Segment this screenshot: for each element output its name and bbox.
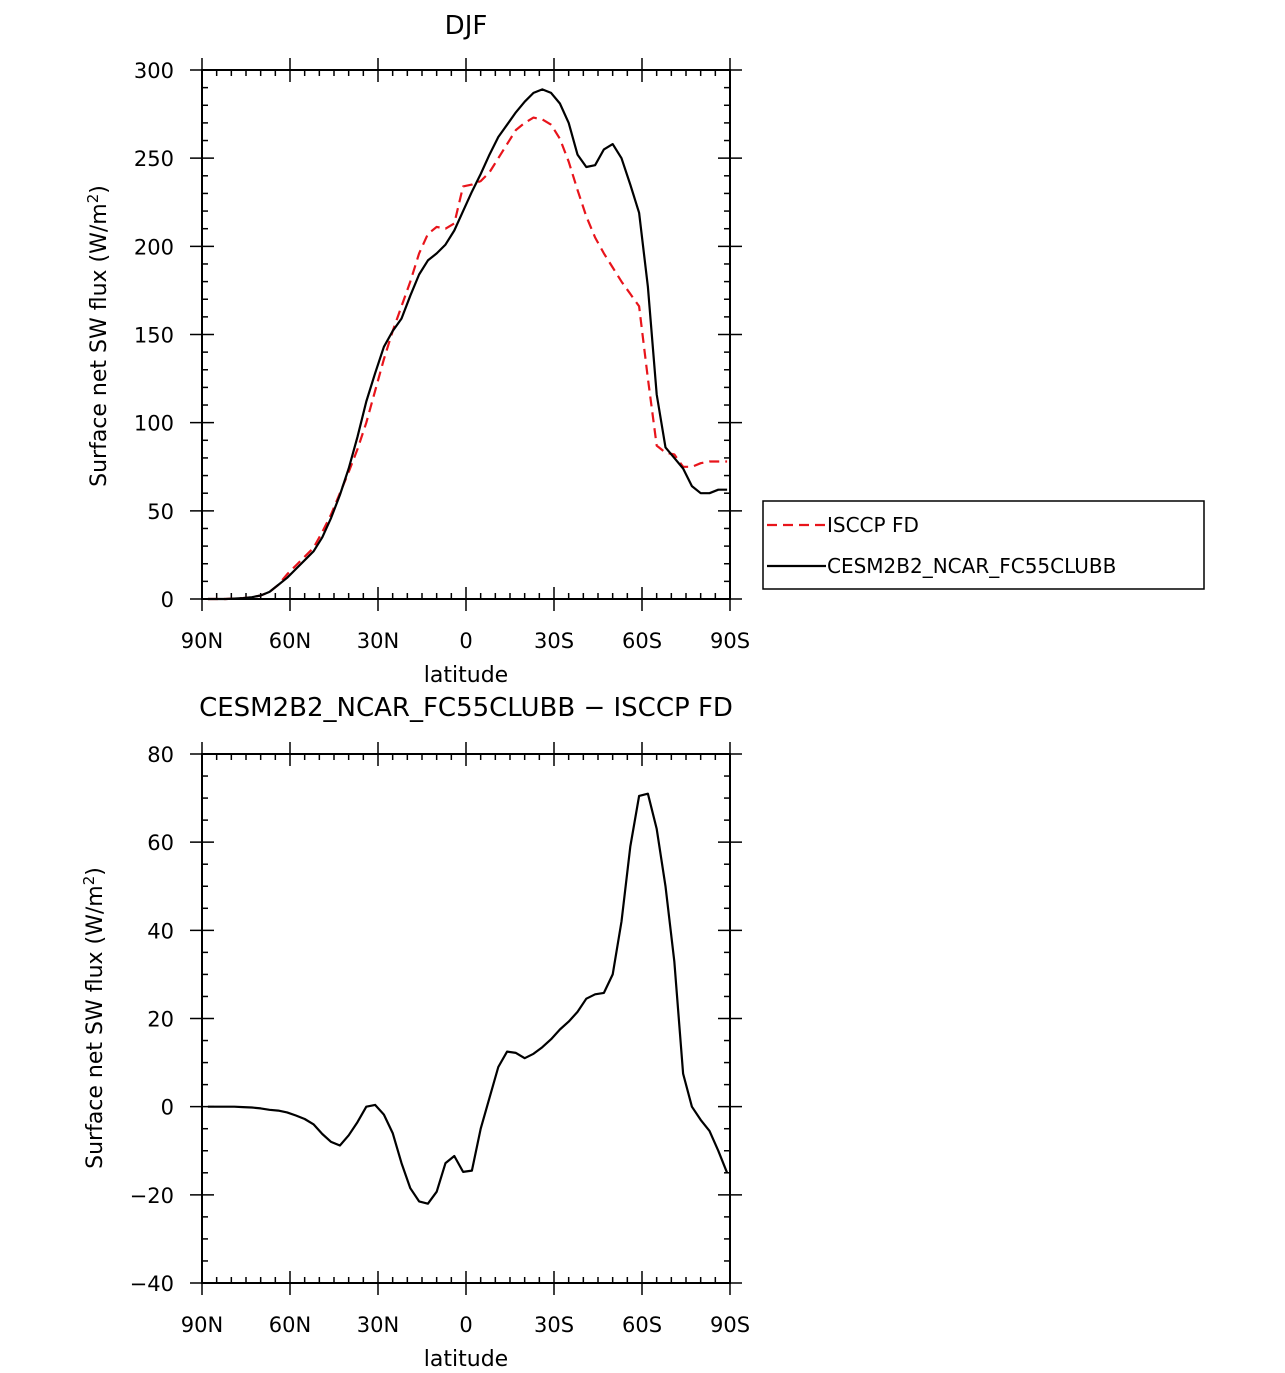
bottom-x-tick-label: 30S	[534, 1313, 574, 1337]
bottom-y-tick-label: 80	[147, 743, 174, 767]
top-y-tick-label: 50	[147, 500, 174, 524]
top-plot-frame	[201, 69, 731, 600]
top-x-tick-label: 60N	[269, 629, 311, 653]
legend-label-isccp: ISCCP FD	[827, 513, 919, 537]
bottom-y-tick-label: 60	[147, 831, 174, 855]
top-series-layer	[207, 88, 728, 601]
top-y-axis-label-main: Surface net SW flux (W/m	[87, 203, 112, 487]
top-x-tick-label: 90N	[181, 629, 223, 653]
top-y-tick-labels: 0 50 100 150 200 250 300	[134, 59, 174, 612]
bottom-series-line-0	[207, 792, 729, 1205]
bottom-series-layer	[207, 792, 729, 1205]
top-y-axis-label: Surface net SW flux (W/m2)	[84, 185, 112, 487]
bottom-x-tick-label: 0	[459, 1313, 472, 1337]
top-axis-ticks	[190, 58, 742, 611]
bottom-y-axis-label-sup: 2	[80, 876, 98, 886]
top-x-tick-label: 30S	[534, 629, 574, 653]
bottom-y-axis-label-main: Surface net SW flux (W/m	[83, 885, 108, 1169]
bottom-x-tick-label: 30N	[357, 1313, 399, 1337]
bottom-axis-ticks	[190, 742, 742, 1295]
top-x-tick-labels: 90N 60N 30N 0 30S 60S 90S	[181, 629, 750, 653]
top-series-line-1	[207, 88, 728, 601]
bottom-y-tick-label: 40	[147, 919, 174, 943]
bottom-x-tick-label: 90N	[181, 1313, 223, 1337]
top-x-axis-label: latitude	[424, 663, 508, 688]
top-y-tick-label: 250	[134, 147, 174, 171]
bottom-y-tick-label: −40	[130, 1272, 174, 1296]
top-y-tick-label: 200	[134, 235, 174, 259]
legend: ISCCP FD CESM2B2_NCAR_FC55CLUBB	[762, 500, 1205, 590]
bottom-y-tick-label: 20	[147, 1008, 174, 1032]
bottom-plot-frame	[201, 753, 731, 1284]
bottom-y-tick-label: −20	[130, 1184, 174, 1208]
top-x-tick-label: 90S	[710, 629, 750, 653]
top-series-line-0	[207, 116, 728, 601]
top-y-axis-label-sup: 2	[84, 194, 102, 204]
top-panel: DJF 90N 60N 30N 0 30S 60S 90S 0 50 100 150 200 250 3…	[84, 11, 1205, 688]
bottom-x-tick-labels: 90N 60N 30N 0 30S 60S 90S	[181, 1313, 750, 1337]
bottom-x-axis-label: latitude	[424, 1347, 508, 1372]
bottom-x-tick-label: 90S	[710, 1313, 750, 1337]
top-chart-title: DJF	[445, 11, 488, 41]
bottom-panel: CESM2B2_NCAR_FC55CLUBB − ISCCP FD 90N 60N…	[80, 693, 750, 1372]
bottom-y-tick-labels: −40 −20 0 20 40 60 80	[130, 743, 174, 1296]
top-x-tick-label: 60S	[622, 629, 662, 653]
top-x-tick-label: 30N	[357, 629, 399, 653]
top-y-tick-label: 0	[161, 588, 174, 612]
bottom-x-tick-label: 60S	[622, 1313, 662, 1337]
top-x-tick-label: 0	[459, 629, 472, 653]
bottom-y-tick-label: 0	[161, 1096, 174, 1120]
legend-label-cesm: CESM2B2_NCAR_FC55CLUBB	[827, 554, 1116, 578]
bottom-chart-title: CESM2B2_NCAR_FC55CLUBB − ISCCP FD	[199, 693, 733, 723]
top-y-tick-label: 300	[134, 59, 174, 83]
top-y-tick-label: 150	[134, 324, 174, 348]
bottom-y-axis-label: Surface net SW flux (W/m2)	[80, 867, 108, 1169]
legend-box	[762, 500, 1205, 590]
top-y-tick-label: 100	[134, 412, 174, 436]
bottom-x-tick-label: 60N	[269, 1313, 311, 1337]
bottom-y-axis-label-close: )	[83, 867, 108, 876]
top-y-axis-label-close: )	[87, 185, 112, 194]
